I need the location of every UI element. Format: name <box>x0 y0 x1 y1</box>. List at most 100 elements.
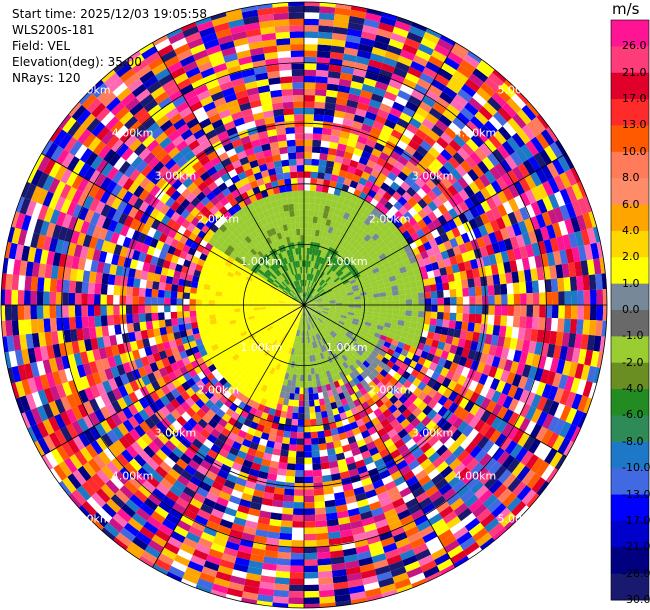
radar-gate <box>457 374 467 386</box>
radar-gate <box>379 232 389 241</box>
radar-gate <box>381 589 398 598</box>
radar-gate <box>433 268 441 278</box>
radar-gate <box>24 290 31 305</box>
radar-gate <box>325 199 332 207</box>
radar-gate <box>427 130 441 142</box>
radar-gate <box>329 368 336 377</box>
radar-gate <box>304 521 316 528</box>
radar-gate <box>408 572 426 585</box>
radar-gate <box>455 364 465 375</box>
radar-gate <box>201 413 212 424</box>
radar-gate <box>138 313 146 323</box>
radar-gate <box>306 286 309 293</box>
radar-gate <box>424 291 432 299</box>
radar-gate <box>396 459 408 471</box>
radar-gate <box>284 372 290 380</box>
radar-gate <box>441 377 452 388</box>
radar-gate <box>469 445 482 459</box>
radar-gate <box>477 435 490 450</box>
radar-gate <box>535 213 547 229</box>
radar-gate <box>363 117 375 127</box>
radar-gate <box>437 384 448 396</box>
radar-gate <box>338 137 349 146</box>
radar-gate <box>311 450 320 458</box>
radar-gate <box>359 471 371 481</box>
radar-gate <box>214 305 222 310</box>
radar-gate <box>380 167 391 177</box>
radar-gate <box>314 108 325 116</box>
radar-gate <box>135 437 148 450</box>
radar-gate <box>407 374 417 384</box>
radar-gate <box>343 269 351 276</box>
radar-gate <box>267 394 275 402</box>
radar-gate <box>36 291 44 305</box>
radar-gate <box>491 242 501 254</box>
radar-gate <box>455 313 463 322</box>
radar-gate <box>294 482 304 490</box>
radar-gate <box>312 268 316 275</box>
radar-gate <box>318 271 324 278</box>
radar-gate <box>133 278 141 288</box>
radar-gate <box>286 469 296 477</box>
radar-gate <box>304 374 308 382</box>
radar-gate <box>392 314 399 320</box>
radar-gate <box>259 337 267 344</box>
radar-gate <box>490 219 500 232</box>
radar-gate <box>324 335 331 343</box>
radar-gate <box>309 307 316 311</box>
radar-gate <box>316 301 323 303</box>
radar-gate <box>402 555 418 567</box>
radar-gate <box>469 403 481 416</box>
radar-gate <box>329 322 336 328</box>
radar-gate <box>553 387 565 404</box>
radar-gate <box>351 74 365 84</box>
radar-gate <box>415 49 432 62</box>
radar-gate <box>330 45 345 54</box>
radar-gate <box>408 207 418 217</box>
radar-gate <box>327 77 340 85</box>
radar-gate <box>296 444 304 452</box>
radar-gate <box>559 405 572 422</box>
radar-gate <box>266 334 273 341</box>
radar-gate <box>503 238 513 251</box>
radar-gate <box>221 309 229 314</box>
radar-gate <box>259 510 272 519</box>
radar-gate <box>320 146 329 155</box>
radar-gate <box>306 317 309 324</box>
radar-gate <box>306 293 310 300</box>
radar-gate <box>352 532 367 542</box>
radar-gate <box>319 324 324 331</box>
radar-gate <box>189 293 197 300</box>
radar-gate <box>346 316 354 321</box>
radar-gate <box>103 522 120 538</box>
radar-gate <box>412 222 422 233</box>
radar-gate <box>328 298 336 301</box>
radar-gate <box>179 514 195 527</box>
radar-gate <box>293 399 299 407</box>
radar-gate <box>290 386 296 394</box>
radar-gate <box>378 253 387 261</box>
radar-gate <box>491 148 505 163</box>
radar-gate <box>195 299 203 305</box>
radar-gate <box>375 260 384 268</box>
radar-gate <box>476 532 493 547</box>
radar-gate <box>316 286 322 292</box>
radar-gate <box>343 47 359 56</box>
radar-gate <box>175 497 190 509</box>
radar-gate <box>210 428 221 439</box>
radar-gate <box>255 374 263 383</box>
radar-gate <box>167 451 180 464</box>
radar-gate <box>344 560 360 569</box>
radar-gate <box>281 404 289 412</box>
radar-gate <box>328 341 334 348</box>
radar-gate <box>504 79 519 94</box>
radar-gate <box>319 2 336 8</box>
radar-gate <box>283 339 289 346</box>
radar-gate <box>425 368 435 379</box>
radar-gate <box>354 310 361 314</box>
radar-gate <box>496 176 508 191</box>
radar-gate <box>278 328 284 335</box>
radar-gate <box>310 177 318 185</box>
radar-gate <box>155 483 170 496</box>
radar-gate <box>311 322 316 329</box>
